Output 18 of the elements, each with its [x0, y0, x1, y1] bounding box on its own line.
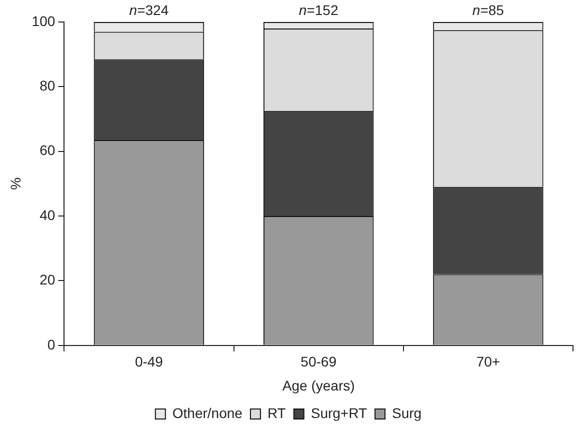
y-tick-label: 40 — [40, 206, 56, 223]
x-tick-label: 50-69 — [300, 354, 337, 370]
x-axis-title: Age (years) — [282, 377, 355, 394]
annotation: n=152 — [298, 2, 338, 18]
y-tick-label: 0 — [47, 336, 56, 352]
legend-label: Other/none — [172, 404, 243, 421]
legend-label: Surg — [392, 404, 422, 421]
y-tick-label: 80 — [40, 78, 56, 94]
annotation: n=324 — [129, 2, 169, 18]
legend-label: Surg+RT — [310, 404, 368, 421]
y-tick-label: 100 — [32, 12, 56, 29]
y-tick-label: 60 — [40, 142, 56, 158]
x-tick-label: 0-49 — [134, 354, 164, 370]
y-axis-title: % — [7, 177, 24, 190]
y-tick-label: 20 — [40, 272, 56, 288]
annotation: n=85 — [472, 2, 504, 18]
x-tick-label: 70+ — [476, 354, 500, 370]
legend-label: RT — [267, 404, 286, 421]
